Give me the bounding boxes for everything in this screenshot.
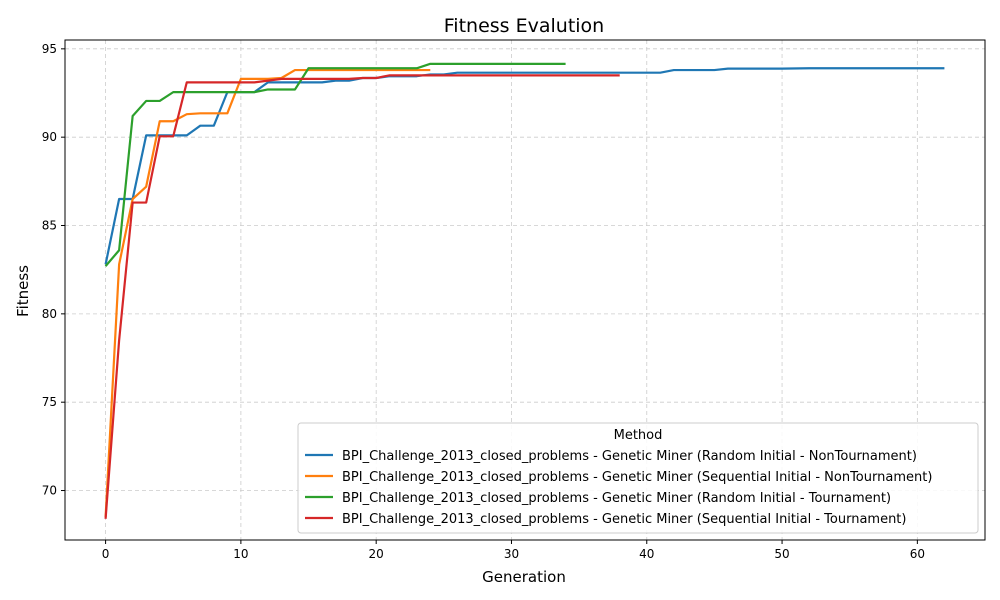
series-line-4 <box>104 74 620 519</box>
x-axis-label: Generation <box>482 568 566 586</box>
y-tick-label: 95 <box>42 42 57 56</box>
y-tick-label: 85 <box>42 219 57 233</box>
x-tick-label: 10 <box>233 547 248 561</box>
legend-entry-4: BPI_Challenge_2013_closed_problems - Gen… <box>342 512 906 527</box>
series-line-1 <box>104 67 945 265</box>
legend: Method BPI_Challenge_2013_closed_problem… <box>297 422 979 534</box>
y-tick-label: 75 <box>42 395 57 409</box>
y-tick-label: 90 <box>42 130 57 144</box>
chart-title: Fitness Evalution <box>444 15 604 37</box>
series-line-3 <box>104 62 566 267</box>
x-tick-label: 50 <box>774 547 789 561</box>
x-tick-label: 30 <box>504 547 519 561</box>
legend-box <box>297 422 979 534</box>
legend-entry-3: BPI_Challenge_2013_closed_problems - Gen… <box>342 491 891 506</box>
legend-title: Method <box>614 428 663 443</box>
series-line-2 <box>104 68 431 518</box>
x-tick-label: 20 <box>369 547 384 561</box>
plot-frame <box>64 39 986 541</box>
y-axis-label: Fitness <box>14 265 32 317</box>
x-tick-label: 60 <box>910 547 925 561</box>
x-tick-label: 0 <box>102 547 110 561</box>
legend-entry-2: BPI_Challenge_2013_closed_problems - Gen… <box>342 470 932 485</box>
y-tick-label: 70 <box>42 484 57 498</box>
x-tick-label: 40 <box>639 547 654 561</box>
legend-entry-1: BPI_Challenge_2013_closed_problems - Gen… <box>342 449 917 464</box>
y-tick-label: 80 <box>42 307 57 321</box>
series-lines <box>104 62 945 519</box>
axis-ticks: 0 10 20 30 40 50 60 70 75 80 85 90 95 <box>42 42 925 561</box>
